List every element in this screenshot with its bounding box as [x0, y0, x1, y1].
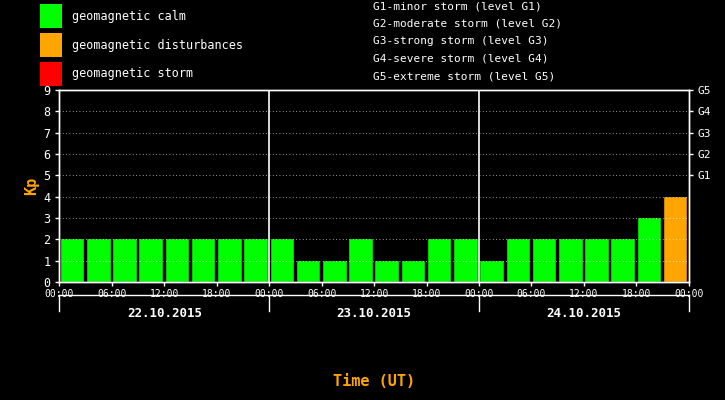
Bar: [611, 239, 635, 282]
Text: G3-strong storm (level G3): G3-strong storm (level G3): [373, 36, 549, 46]
Bar: [165, 239, 189, 282]
Bar: [507, 239, 530, 282]
Bar: [87, 239, 111, 282]
Text: G1-minor storm (level G1): G1-minor storm (level G1): [373, 1, 542, 11]
Text: geomagnetic storm: geomagnetic storm: [72, 67, 194, 80]
Text: G2-moderate storm (level G2): G2-moderate storm (level G2): [373, 19, 563, 29]
Bar: [402, 261, 426, 282]
Text: G5-extreme storm (level G5): G5-extreme storm (level G5): [373, 72, 555, 82]
Y-axis label: Kp: Kp: [24, 177, 39, 195]
Text: 24.10.2015: 24.10.2015: [547, 307, 621, 320]
Bar: [323, 261, 347, 282]
Bar: [454, 239, 478, 282]
Bar: [113, 239, 137, 282]
Bar: [664, 197, 687, 282]
Bar: [559, 239, 583, 282]
Bar: [480, 261, 504, 282]
Bar: [637, 218, 661, 282]
Text: Time (UT): Time (UT): [333, 374, 415, 390]
Bar: [244, 239, 268, 282]
Bar: [61, 239, 84, 282]
Text: 22.10.2015: 22.10.2015: [127, 307, 202, 320]
Bar: [428, 239, 452, 282]
Bar: [192, 239, 215, 282]
Text: geomagnetic disturbances: geomagnetic disturbances: [72, 38, 244, 52]
Bar: [297, 261, 320, 282]
Bar: [376, 261, 399, 282]
Bar: [270, 239, 294, 282]
Text: 23.10.2015: 23.10.2015: [336, 307, 412, 320]
Bar: [218, 239, 241, 282]
Bar: [533, 239, 556, 282]
Bar: [40, 33, 62, 57]
Bar: [349, 239, 373, 282]
Bar: [585, 239, 609, 282]
Bar: [690, 197, 713, 282]
Text: G4-severe storm (level G4): G4-severe storm (level G4): [373, 54, 549, 64]
Bar: [40, 4, 62, 28]
Bar: [40, 62, 62, 86]
Bar: [139, 239, 163, 282]
Text: geomagnetic calm: geomagnetic calm: [72, 10, 186, 23]
